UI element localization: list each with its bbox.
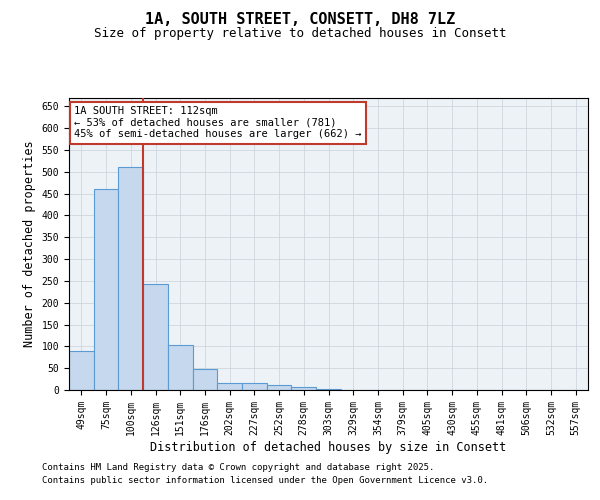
Bar [267,385,292,390]
Y-axis label: Number of detached properties: Number of detached properties [23,140,36,347]
Text: Contains HM Land Registry data © Crown copyright and database right 2025.: Contains HM Land Registry data © Crown c… [42,462,434,471]
Text: 1A SOUTH STREET: 112sqm
← 53% of detached houses are smaller (781)
45% of semi-d: 1A SOUTH STREET: 112sqm ← 53% of detache… [74,106,362,140]
Bar [118,168,143,390]
Bar [69,350,94,390]
Bar [168,345,193,390]
Bar [143,284,168,390]
Text: 1A, SOUTH STREET, CONSETT, DH8 7LZ: 1A, SOUTH STREET, CONSETT, DH8 7LZ [145,12,455,28]
Bar [217,382,242,390]
Bar [316,389,341,390]
Bar [193,370,217,390]
Text: Contains public sector information licensed under the Open Government Licence v3: Contains public sector information licen… [42,476,488,485]
Text: Size of property relative to detached houses in Consett: Size of property relative to detached ho… [94,28,506,40]
Bar [94,189,118,390]
Bar [242,382,267,390]
Bar [292,387,316,390]
X-axis label: Distribution of detached houses by size in Consett: Distribution of detached houses by size … [151,440,506,454]
